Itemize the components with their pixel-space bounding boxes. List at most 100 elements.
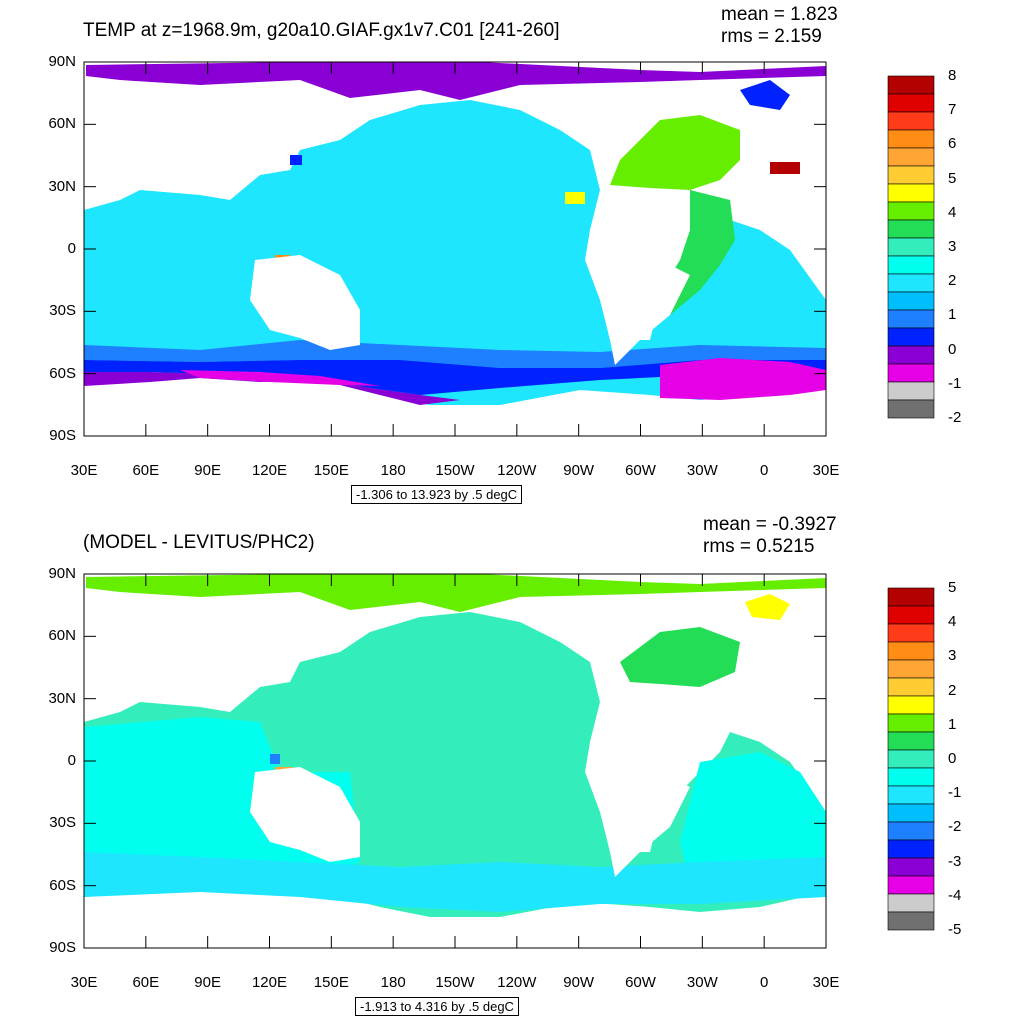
southern-ocean-band-2	[84, 360, 826, 395]
colorbar-label: -3	[948, 852, 962, 870]
y-tick-label: 60S	[49, 876, 76, 894]
x-tick-label: 0	[759, 462, 769, 479]
arctic-blue-patch	[740, 80, 790, 110]
colorbar-label: 5	[948, 579, 957, 596]
colorbar-swatch	[887, 363, 935, 383]
colorbar-swatch	[887, 93, 935, 113]
colorbar-label: -4	[948, 886, 962, 904]
north-atlantic-region	[620, 627, 740, 687]
colorbar-label: 0	[948, 340, 957, 358]
colorbar-swatch	[887, 911, 935, 931]
colorbar-swatch	[887, 183, 935, 203]
chart-title: TEMP at z=1968.9m, g20a10.GIAF.gx1v7.C01…	[83, 20, 560, 41]
colorbar-swatch	[887, 111, 935, 131]
chart-title: (MODEL - LEVITUS/PHC2)	[83, 532, 315, 553]
range-label: -1.306 to 13.923 by .5 degC	[351, 485, 523, 504]
temperature-map	[83, 61, 935, 437]
colorbar-swatch	[887, 309, 935, 329]
colorbar-swatch	[887, 803, 935, 823]
y-tick-label: 60N	[48, 627, 76, 645]
mean-label: mean = -0.3927	[703, 514, 837, 535]
x-tick-label: 90E	[194, 462, 221, 479]
x-tick-label: 180	[380, 974, 406, 991]
blue-patch	[270, 754, 280, 764]
mean-label: mean = 1.823	[721, 4, 838, 25]
y-tick-label: 60S	[49, 364, 76, 382]
x-tick-label: 150E	[313, 462, 349, 479]
x-tick-label: 60E	[132, 462, 160, 479]
colorbar-swatch	[887, 345, 935, 365]
colorbar-swatch	[887, 767, 935, 787]
x-tick-label: 30E	[70, 462, 98, 479]
y-tick-label: 30S	[49, 302, 76, 320]
map-fill	[84, 574, 826, 948]
colorbar-label: 7	[948, 101, 957, 119]
colorbar-label: 6	[948, 135, 957, 153]
x-tick-label: 150W	[435, 974, 475, 991]
colorbar-label: -2	[948, 818, 962, 836]
colorbar-label: 1	[948, 715, 957, 733]
colorbar-swatch	[887, 237, 935, 257]
colorbar-swatch	[887, 623, 935, 643]
y-tick-label: 90N	[48, 53, 76, 70]
colorbar-label: 1	[948, 306, 957, 324]
colorbar-swatch	[887, 587, 935, 607]
colorbar-swatch	[887, 291, 935, 311]
colorbar-swatch	[887, 399, 935, 419]
y-tick-label: 90S	[49, 939, 76, 956]
colorbar-label: 4	[948, 613, 957, 631]
colorbar-swatch	[887, 749, 935, 769]
gulf-patch	[565, 192, 585, 204]
weddell-region	[660, 358, 826, 400]
blue-patch	[290, 155, 302, 165]
x-tick-label: 150E	[313, 974, 349, 991]
x-tick-label: 60W	[625, 462, 656, 479]
colorbar-swatch	[887, 731, 935, 751]
y-tick-label: 90N	[48, 565, 76, 582]
range-label: -1.913 to 4.316 by .5 degC	[355, 997, 519, 1016]
colorbar-swatch	[887, 273, 935, 293]
australia-land	[250, 255, 360, 350]
colorbar-swatch	[887, 381, 935, 401]
x-tick-label: 90E	[194, 974, 221, 991]
colorbar-label: 4	[948, 203, 957, 221]
indian-ocean-region	[84, 717, 360, 892]
colorbar-swatch	[887, 695, 935, 715]
colorbar-swatch	[887, 255, 935, 275]
map-fill	[84, 62, 826, 436]
north-atlantic-region	[610, 115, 740, 190]
x-tick-label: 30E	[70, 974, 98, 991]
colorbar-swatch	[887, 659, 935, 679]
colorbar-label: 2	[948, 272, 957, 290]
x-tick-label: 180	[380, 462, 406, 479]
colorbar-swatch	[887, 857, 935, 877]
colorbar-swatch	[887, 327, 935, 347]
colorbar-swatch	[887, 147, 935, 167]
x-tick-label: 30E	[812, 462, 840, 479]
colorbar-swatch	[887, 713, 935, 733]
difference-panel: (MODEL - LEVITUS/PHC2) mean = -0.3927 rm…	[0, 512, 1024, 1024]
colorbar-swatch	[887, 821, 935, 841]
x-tick-label: 60E	[132, 974, 160, 991]
y-tick-label: 30N	[48, 177, 76, 195]
colorbar-swatch	[887, 677, 935, 697]
colorbar	[887, 75, 935, 419]
colorbar-swatch	[887, 893, 935, 913]
rms-label: rms = 0.5215	[703, 536, 815, 557]
y-tick-label: 30S	[49, 814, 76, 832]
south-america-land	[598, 250, 690, 365]
x-tick-label: 120E	[251, 462, 288, 479]
x-tick-label: 60W	[625, 974, 656, 991]
colorbar-label: 3	[948, 647, 957, 665]
south-america-land	[598, 762, 690, 877]
y-tick-label: 0	[67, 752, 76, 769]
colorbar-label: 8	[948, 67, 957, 84]
x-tick-label: 0	[759, 974, 769, 991]
south-atlantic-region	[680, 752, 826, 892]
southern-ocean-band-1	[84, 340, 826, 368]
colorbar-swatch	[887, 75, 935, 95]
southern-ocean-region	[84, 852, 826, 912]
colorbar-label: -1	[948, 374, 962, 392]
y-tick-label: 30N	[48, 689, 76, 707]
australia-land	[250, 767, 360, 862]
